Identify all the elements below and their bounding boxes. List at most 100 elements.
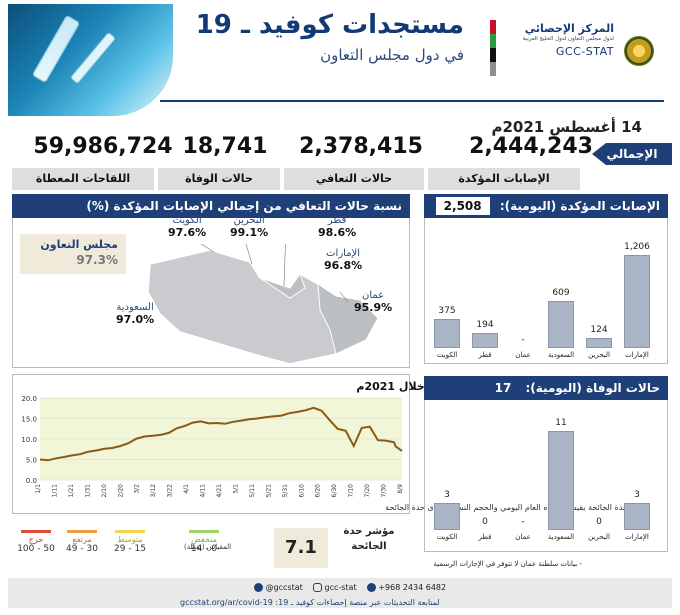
scale-unit-label: المقياس (نقطة) xyxy=(184,543,232,551)
org-name-block: المركز الإحصائي لدول مجلس التعاون لدول ا… xyxy=(502,22,614,58)
bar xyxy=(624,503,650,530)
bar xyxy=(548,301,574,348)
header-vaccine-image xyxy=(8,4,173,116)
bar-category-label: البحرين xyxy=(588,351,610,359)
x-tick-label: 1/21 xyxy=(68,484,75,498)
scale-low-swatch xyxy=(189,530,219,533)
bar-category-label: قطر xyxy=(478,351,492,359)
severity-index-chart: 0.0 5.0 10.0 15.0 20.0 1/1 1/11 1/21 1/31 2/10 2/2… xyxy=(21,395,404,498)
x-tick-label: 4/21 xyxy=(216,484,223,498)
bar xyxy=(624,255,650,348)
page-title: مستجدات كوفيد ـ 19 xyxy=(195,10,464,40)
y-tick-label: 10.0 xyxy=(21,436,37,444)
daily-cases-title: الإصابات المؤكدة (اليومية): 2,508 xyxy=(424,194,668,218)
daily-deaths-chart: 3 الكويت 0 قطر - عمان 11 السعودية 0 البحرين 3 الإما… xyxy=(424,404,668,552)
country-saudi: السعودية 97.0% xyxy=(116,302,155,326)
bar-value-label: 609 xyxy=(552,288,570,299)
daily-cases-total: 2,508 xyxy=(435,197,490,215)
scale-low: منخفض 0 - 14 xyxy=(184,530,224,554)
kpi-recovered-value: 2,378,415 xyxy=(299,134,423,159)
bar-category-label: السعودية xyxy=(547,533,575,541)
severity-series-line xyxy=(39,406,403,462)
kpi-confirmed-value: 2,444,243 xyxy=(469,134,593,159)
bar xyxy=(548,431,574,530)
bar-value-label: 3 xyxy=(634,490,640,500)
x-tick-label: 1/11 xyxy=(51,484,58,498)
scale-medium-swatch xyxy=(115,530,145,533)
x-tick-label: 4/1 xyxy=(183,484,190,494)
x-tick-label: 1/31 xyxy=(84,484,91,498)
x-tick-label: 7/20 xyxy=(364,484,371,498)
x-tick-label: 6/10 xyxy=(298,484,305,498)
bar-value-label: 375 xyxy=(438,306,456,317)
report-date: 14 أغسطس 2021م xyxy=(491,118,642,136)
twitter-icon xyxy=(254,583,263,592)
x-tick-label: 5/1 xyxy=(232,484,239,494)
bar-value-label: 124 xyxy=(590,325,608,336)
daily-cases-chart: 375 الكويت 194 قطر - عمان 609 السعودية 124 البحري… xyxy=(424,222,668,364)
page-subtitle: في دول مجلس التعاون xyxy=(320,46,464,64)
country-kuwait: الكويت 97.6% xyxy=(168,215,207,239)
bar-category-label: الكويت xyxy=(436,533,458,541)
daily-deaths-title: حالات الوفاة (اليومية): 17 xyxy=(424,376,668,400)
x-tick-label: 6/20 xyxy=(315,484,322,498)
bar-value-label: 3 xyxy=(444,490,450,500)
x-tick-label: 2/20 xyxy=(117,484,124,498)
y-tick-label: 15.0 xyxy=(21,416,37,424)
header xyxy=(8,4,672,116)
bar-category-label: قطر xyxy=(478,533,492,541)
x-tick-label: 8/9 xyxy=(397,484,404,494)
y-tick-label: 5.0 xyxy=(26,457,37,465)
bar-value-label: 1,206 xyxy=(624,242,650,253)
footer-twitter[interactable]: @gccstat xyxy=(265,583,303,592)
scale-critical: حرج 50 - 100 xyxy=(16,530,56,554)
x-tick-label: 4/11 xyxy=(200,484,207,498)
bar-value-label: - xyxy=(521,517,525,527)
org-subname: لدول مجلس التعاون لدول الخليج العربية xyxy=(522,36,614,42)
bar-value-label: 0 xyxy=(482,517,488,527)
x-tick-label: 5/21 xyxy=(265,484,272,498)
country-oman: عمان 95.9% xyxy=(354,290,393,314)
bar-category-label: الإمارات xyxy=(625,533,649,541)
bar xyxy=(586,338,612,348)
instagram-icon xyxy=(312,583,322,592)
severity-index-value: 7.1 xyxy=(274,528,328,568)
footer-phone[interactable]: +968 2434 6482 xyxy=(378,583,447,592)
country-bahrain: البحرين 99.1% xyxy=(230,215,269,239)
footer-link-line[interactable]: لمتابعة التحديثات عبر منصة إحصاءات كوفيد… xyxy=(180,598,440,607)
x-tick-label: 7/30 xyxy=(381,484,388,498)
x-tick-label: 2/10 xyxy=(101,484,108,498)
daily-deaths-total: 17 xyxy=(494,381,512,395)
recovery-panel-title: نسبة حالات التعافي من إجمالي الإصابات ال… xyxy=(12,194,410,218)
gcc-map xyxy=(147,244,379,365)
gcc-emblem-icon xyxy=(624,36,654,66)
severity-index-note: مؤشر حدة الجائحة يقيس الإتجاه العام اليو… xyxy=(385,503,650,512)
footer-instagram[interactable]: gcc-stat xyxy=(324,583,357,592)
header-divider xyxy=(160,100,664,102)
gcc-recovery-value: 97.3% xyxy=(76,253,118,267)
phone-icon xyxy=(366,583,376,592)
org-name: المركز الإحصائي xyxy=(524,22,614,35)
x-tick-label: 3/12 xyxy=(150,484,157,498)
scale-critical-swatch xyxy=(21,530,51,533)
x-tick-label: 1/1 xyxy=(35,484,42,494)
kpi-recovered-label: حالات التعافي xyxy=(284,168,424,190)
kpi-deaths-label: حالات الوفاة xyxy=(158,168,280,190)
y-tick-label: 20.0 xyxy=(21,395,37,403)
kpi-vaccines-value: 59,986,724 xyxy=(33,134,173,159)
x-tick-label: 7/10 xyxy=(348,484,355,498)
bar-value-label: 0 xyxy=(596,517,602,527)
x-tick-label: 6/30 xyxy=(331,484,338,498)
scale-high: مرتفع 30 - 49 xyxy=(62,530,102,554)
x-tick-label: 3/2 xyxy=(134,484,141,494)
footnote: - بيانات سلطنة عمان لا تتوفر في الإجازات… xyxy=(433,560,582,568)
scale-high-swatch xyxy=(67,530,97,533)
bar xyxy=(434,319,460,348)
bar xyxy=(472,333,498,348)
total-tag: الإجمالي xyxy=(592,143,672,165)
bar-category-label: البحرين xyxy=(588,533,610,541)
country-uae: الإمارات 96.8% xyxy=(324,248,363,272)
bar-category-label: السعودية xyxy=(547,351,575,359)
gcc-recovery-label: مجلس التعاون xyxy=(40,238,118,251)
footer-contacts: @gccstat gcc-stat +968 2434 6482 xyxy=(254,583,446,592)
